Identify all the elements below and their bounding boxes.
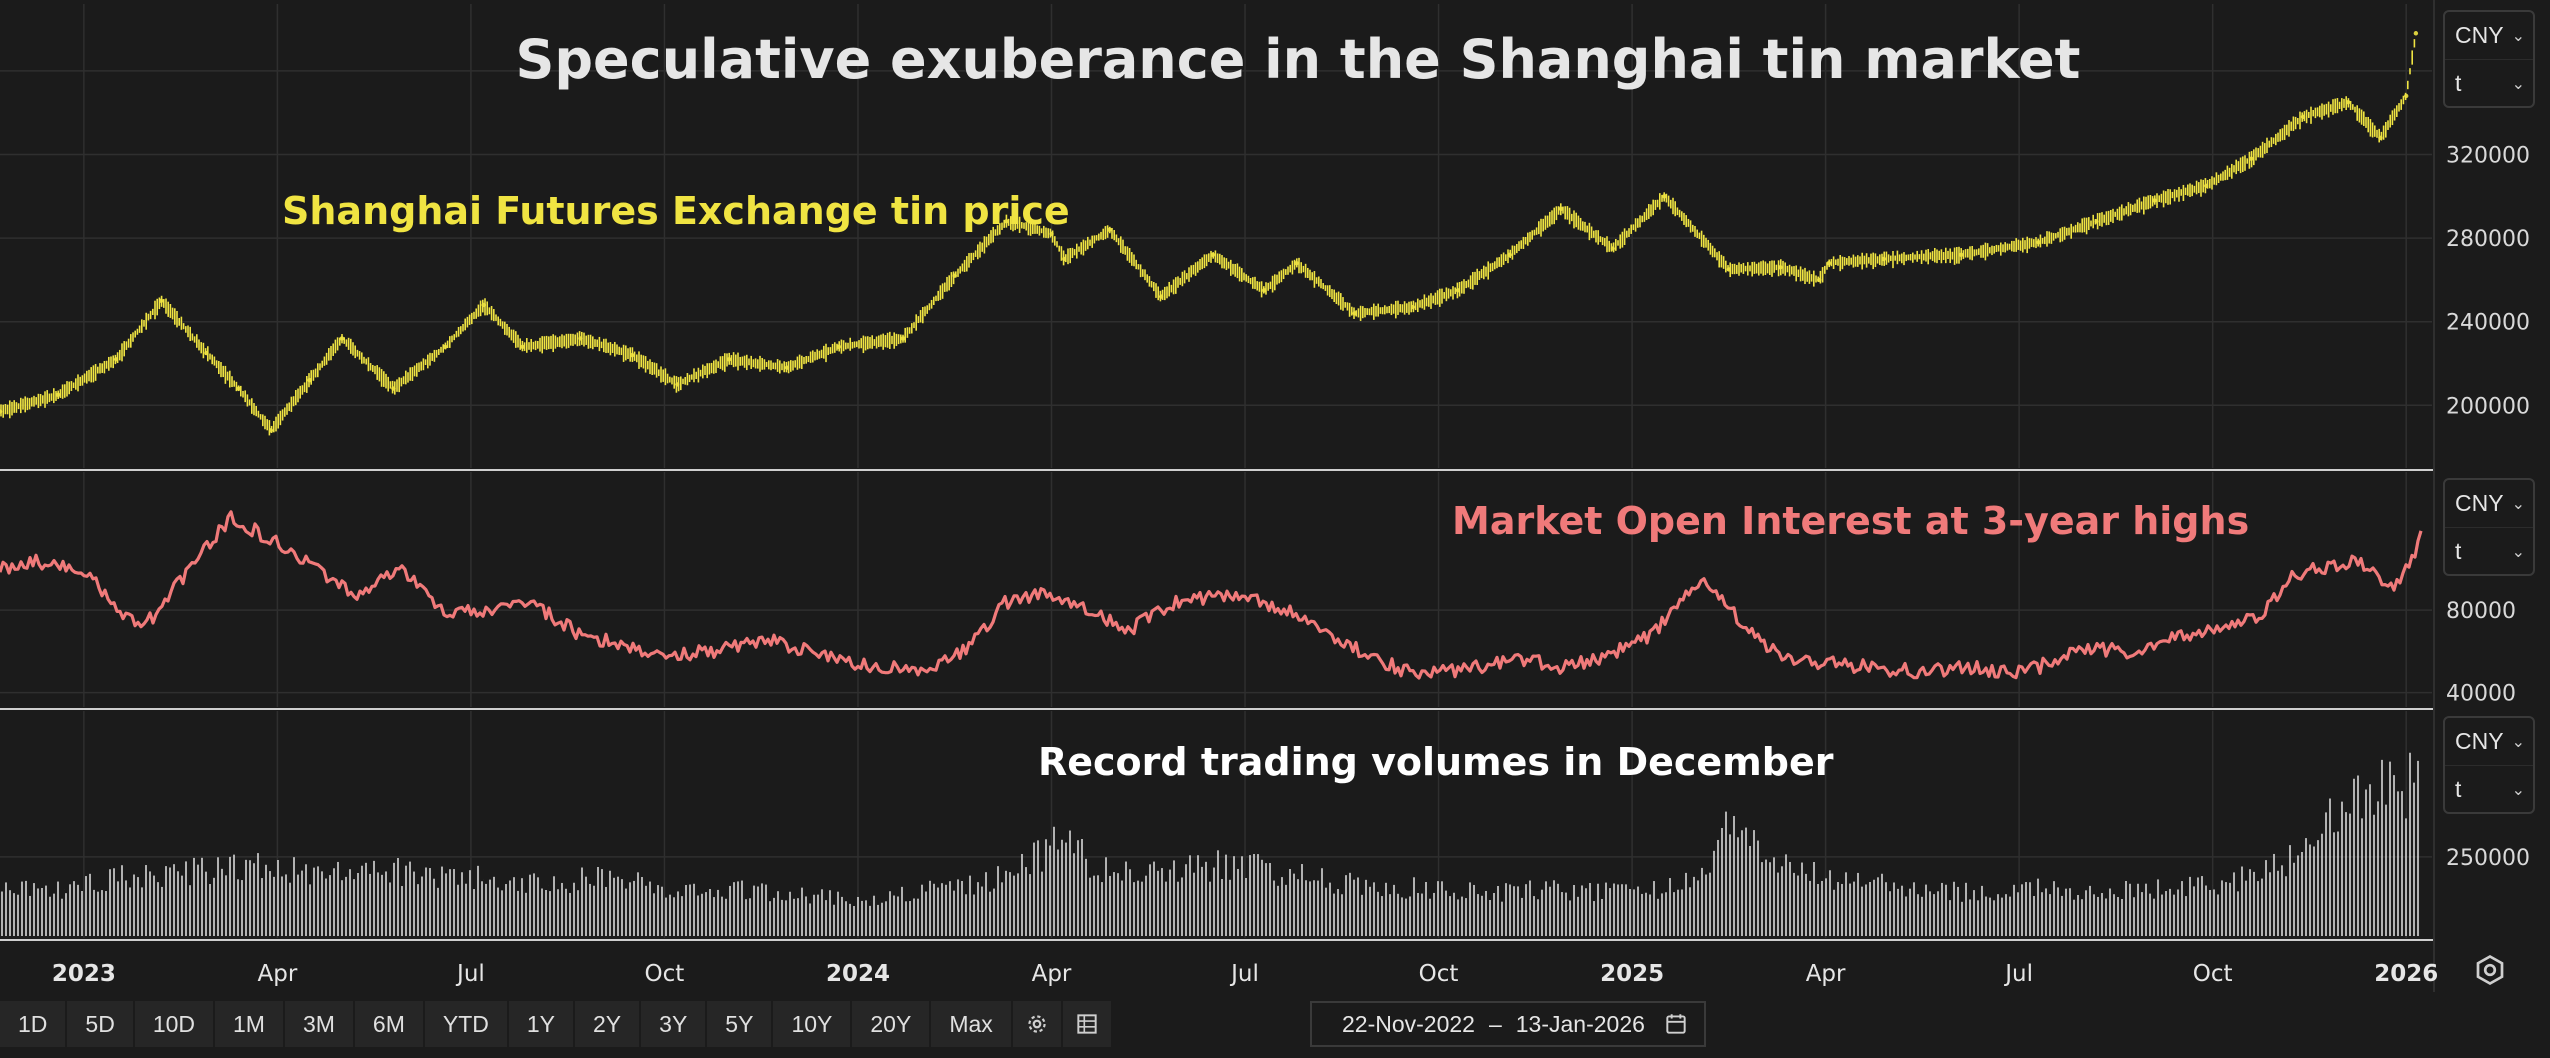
price-y-tick-label: 320000 — [2446, 143, 2530, 168]
price-quantity-value: t — [2455, 70, 2462, 96]
range-button-ytd[interactable]: YTD — [424, 1001, 509, 1047]
open-interest-series-line — [0, 510, 2423, 680]
chart-settings-gear-icon[interactable] — [2472, 952, 2508, 992]
range-toolbar: 1D 5D 10D 1M 3M 6M YTD 1Y 2Y 3Y 5Y 10Y 2… — [0, 1001, 1113, 1047]
range-button-1d[interactable]: 1D — [0, 1001, 68, 1047]
range-button-3m[interactable]: 3M — [284, 1001, 355, 1047]
open_interest-y-tick-label: 40000 — [2446, 682, 2516, 707]
x-tick-label: 2025 — [1600, 961, 1664, 987]
range-button-2y[interactable]: 2Y — [575, 1001, 642, 1047]
volume-currency-value: CNY — [2455, 728, 2504, 754]
open-interest-currency-value: CNY — [2455, 490, 2504, 516]
open-interest-panel-label: Market Open Interest at 3-year highs — [1452, 499, 2249, 543]
chevron-down-icon: ⌄ — [2511, 781, 2525, 799]
x-tick-label: Oct — [1419, 961, 1459, 987]
range-button-10y[interactable]: 10Y — [773, 1001, 853, 1047]
price-y-tick-label: 240000 — [2446, 311, 2530, 336]
price-quantity-select[interactable]: t ⌄ — [2445, 59, 2533, 107]
price-panel-label: Shanghai Futures Exchange tin price — [282, 189, 1070, 233]
x-tick-label: Apr — [1806, 961, 1846, 987]
range-button-10d[interactable]: 10D — [134, 1001, 216, 1047]
settings-gear-icon[interactable] — [1012, 1001, 1063, 1047]
x-tick-label: Oct — [645, 961, 685, 987]
chevron-down-icon: ⌄ — [2511, 543, 2525, 561]
table-view-icon[interactable] — [1062, 1001, 1113, 1047]
chevron-down-icon: ⌄ — [2511, 27, 2525, 45]
x-tick-label: Apr — [1032, 961, 1072, 987]
price-unit-selector[interactable]: CNY ⌄ t ⌄ — [2443, 10, 2535, 108]
divider-layer — [0, 0, 2435, 992]
x-tick-label: Apr — [257, 961, 297, 987]
date-from: 22-Nov-2022 — [1342, 1010, 1475, 1037]
price-currency-select[interactable]: CNY ⌄ — [2445, 12, 2533, 59]
range-button-5d[interactable]: 5D — [67, 1001, 135, 1047]
range-button-1m[interactable]: 1M — [215, 1001, 285, 1047]
volume-currency-select[interactable]: CNY ⌄ — [2445, 718, 2533, 765]
x-tick-label: Jul — [455, 961, 485, 987]
price-y-tick-label: 200000 — [2446, 394, 2530, 419]
date-to: 13-Jan-2026 — [1515, 1010, 1645, 1037]
chevron-down-icon: ⌄ — [2511, 733, 2525, 751]
open-interest-unit-selector[interactable]: CNY ⌄ t ⌄ — [2443, 478, 2535, 576]
price-currency-value: CNY — [2455, 22, 2504, 48]
date-separator: – — [1488, 1010, 1502, 1037]
range-button-1y[interactable]: 1Y — [508, 1001, 576, 1047]
range-button-20y[interactable]: 20Y — [852, 1001, 932, 1047]
range-button-6m[interactable]: 6M — [354, 1001, 425, 1047]
price-bars — [0, 31, 2419, 436]
date-range-picker[interactable]: 22-Nov-2022 – 13-Jan-2026 — [1310, 1001, 1706, 1047]
price-data-point — [2413, 31, 2419, 36]
open_interest-y-tick-label: 80000 — [2446, 599, 2516, 624]
range-button-3y[interactable]: 3Y — [641, 1001, 708, 1047]
range-button-max[interactable]: Max — [931, 1001, 1013, 1047]
volume-unit-selector[interactable]: CNY ⌄ t ⌄ — [2443, 716, 2535, 814]
volume-panel-label: Record trading volumes in December — [1038, 740, 1834, 784]
open-interest-quantity-value: t — [2455, 538, 2462, 564]
volume-quantity-select[interactable]: t ⌄ — [2445, 765, 2533, 813]
x-tick-label: 2026 — [2374, 961, 2438, 987]
x-tick-label: Jul — [1229, 961, 1259, 987]
chart-title: Speculative exuberance in the Shanghai t… — [516, 28, 2081, 91]
volume-bars — [0, 752, 2420, 936]
chevron-down-icon: ⌄ — [2511, 75, 2525, 93]
x-tick-label: 2023 — [52, 961, 116, 987]
chevron-down-icon: ⌄ — [2511, 495, 2525, 513]
volume-y-tick-label: 250000 — [2446, 846, 2530, 871]
x-tick-label: 2024 — [826, 961, 890, 987]
x-tick-label: Oct — [2193, 961, 2233, 987]
open-interest-currency-select[interactable]: CNY ⌄ — [2445, 480, 2533, 527]
series-layer — [0, 31, 2423, 936]
price-y-tick-label: 280000 — [2446, 227, 2530, 252]
range-button-5y[interactable]: 5Y — [707, 1001, 774, 1047]
open-interest-quantity-select[interactable]: t ⌄ — [2445, 527, 2533, 575]
calendar-icon — [1663, 1011, 1689, 1037]
axis-layer: 2000002400002800003200003600004000080000… — [52, 60, 2530, 987]
open-interest-line — [0, 510, 2423, 680]
x-tick-label: Jul — [2003, 961, 2033, 987]
volume-quantity-value: t — [2455, 776, 2462, 802]
